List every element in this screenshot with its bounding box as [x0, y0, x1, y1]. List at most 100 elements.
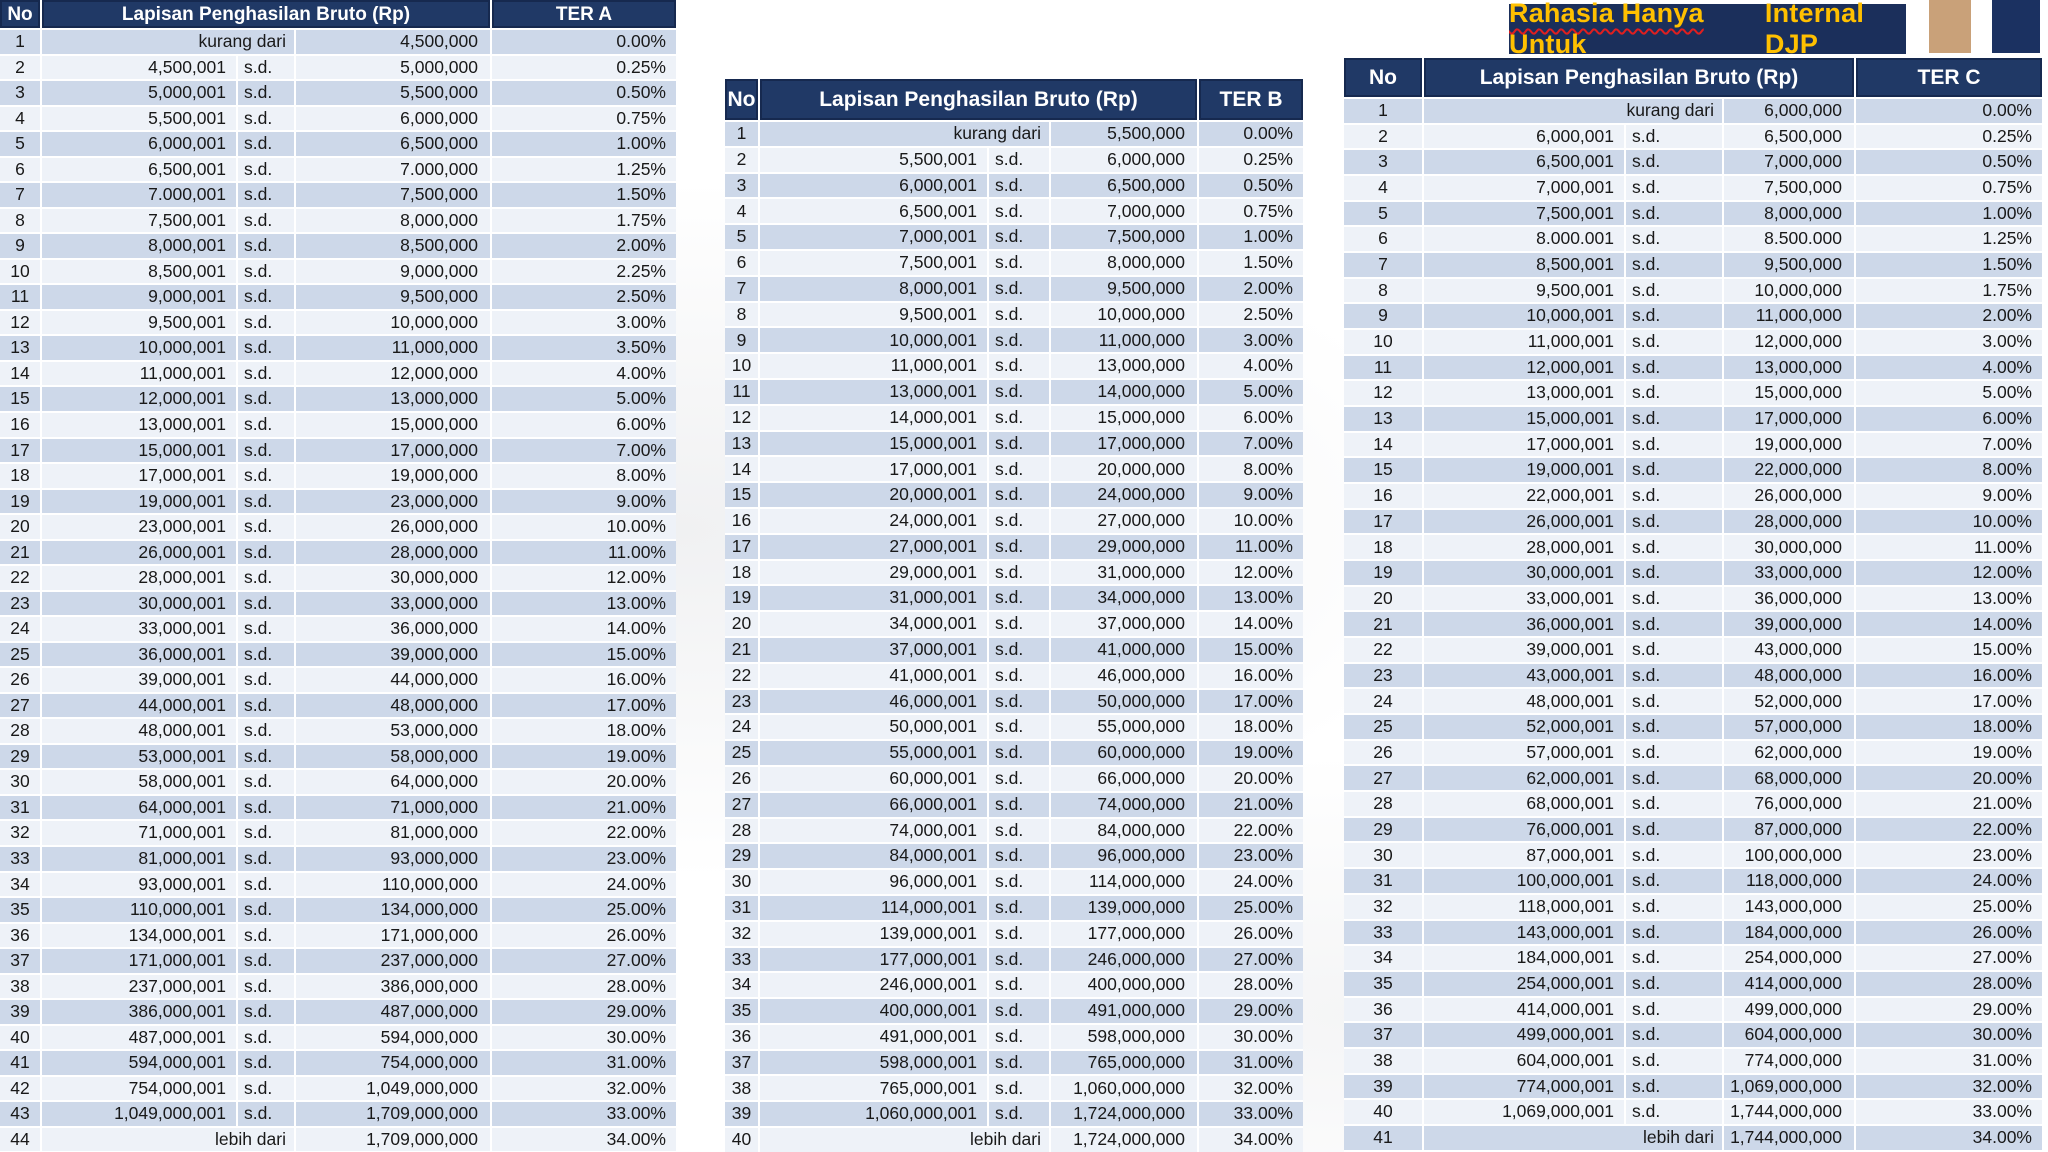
range-separator: s.d.: [989, 250, 1049, 275]
range-separator: s.d.: [989, 741, 1049, 765]
row-no: 26: [0, 668, 40, 692]
row-no: 13: [725, 431, 758, 456]
range-lower: 499,000,001: [1424, 1023, 1624, 1047]
rate-value: 28.00%: [1199, 973, 1303, 998]
range-separator: s.d.: [1626, 561, 1722, 585]
row-no: 34: [0, 872, 40, 897]
range-separator: s.d.: [238, 132, 294, 156]
range-lower: 7.000,001: [42, 183, 236, 207]
row-no: 31: [1344, 869, 1422, 893]
range-lower: 9,500,001: [1424, 278, 1624, 303]
row-no: 28: [0, 719, 40, 743]
range-lower: 17,000,001: [760, 457, 987, 482]
range-upper: 13,000,000: [1724, 355, 1854, 380]
rate-value: 0.00%: [492, 30, 676, 54]
row-no: 41: [0, 1051, 40, 1075]
range-upper: 39,000,000: [296, 642, 490, 667]
range-separator: s.d.: [989, 1024, 1049, 1049]
rate-value: 2.25%: [492, 259, 676, 284]
range-separator: s.d.: [1626, 689, 1722, 714]
range-separator: s.d.: [989, 586, 1049, 611]
range-separator: s.d.: [238, 208, 294, 233]
row-no: 39: [0, 1000, 40, 1024]
range-separator: s.d.: [238, 361, 294, 386]
range-upper: 81,000,000: [296, 821, 490, 845]
range-separator: s.d.: [989, 1050, 1049, 1075]
row-no: 36: [725, 1024, 758, 1049]
row-no: 23: [1344, 663, 1422, 688]
range-lower: 8,000,001: [42, 234, 236, 258]
range-lower: 58,000,001: [42, 770, 236, 794]
range-separator: s.d.: [238, 489, 294, 514]
range-lower: 48,000,001: [42, 719, 236, 743]
range-upper: 9,500,000: [296, 285, 490, 309]
range-upper: 33,000,000: [296, 591, 490, 616]
range-upper: 17,000,000: [1724, 407, 1854, 431]
row-no: 3: [1344, 150, 1422, 175]
range-separator: s.d.: [238, 336, 294, 360]
range-separator: s.d.: [238, 515, 294, 539]
range-lower: 19,000,001: [42, 489, 236, 514]
range-lower: 34,000,001: [760, 612, 987, 636]
range-upper: 9,500,000: [1724, 253, 1854, 277]
range-separator: s.d.: [1626, 817, 1722, 842]
range-upper: 118,000,000: [1724, 869, 1854, 893]
row-no: 23: [0, 591, 40, 616]
rate-value: 0.25%: [492, 55, 676, 80]
row-no: 36: [0, 923, 40, 948]
range-upper: 34,000,000: [1051, 586, 1197, 611]
range-upper: 93,000,000: [296, 847, 490, 871]
range-separator: s.d.: [238, 55, 294, 80]
row-no: 22: [1344, 638, 1422, 662]
range-separator: s.d.: [989, 276, 1049, 301]
rate-value: 0.50%: [492, 81, 676, 105]
row-no: 22: [725, 663, 758, 688]
row-no: 11: [0, 285, 40, 309]
rate-value: 21.00%: [492, 795, 676, 820]
range-lower: 50,000,001: [760, 715, 987, 740]
rate-value: 5.00%: [1856, 381, 2042, 406]
range-lower: 774,000,001: [1424, 1074, 1624, 1099]
range-lower: 5,500,001: [760, 147, 987, 172]
range-separator: s.d.: [989, 766, 1049, 791]
range-separator: s.d.: [238, 617, 294, 641]
range-lower: 604,000,001: [1424, 1048, 1624, 1073]
row-no: 10: [725, 354, 758, 378]
table-ter-a: No Lapisan Penghasilan Bruto (Rp) TER A …: [0, 0, 676, 1152]
range-separator: s.d.: [989, 225, 1049, 249]
range-lower: 118,000,001: [1424, 894, 1624, 919]
range-separator: s.d.: [1626, 586, 1722, 611]
range-separator: s.d.: [238, 540, 294, 565]
col-header-no: No: [0, 0, 40, 28]
rate-value: 6.00%: [1199, 405, 1303, 430]
row-no: 4: [0, 106, 40, 131]
range-lower: 8,500,001: [42, 259, 236, 284]
row-no: 16: [725, 508, 758, 533]
row-no: 19: [1344, 561, 1422, 585]
row-no: 35: [1344, 971, 1422, 996]
range-lower: 53,000,001: [42, 744, 236, 769]
row-no: 17: [1344, 509, 1422, 534]
rate-value: 20.00%: [1856, 766, 2042, 791]
rate-value: 25.00%: [1199, 895, 1303, 920]
rate-value: 4.00%: [492, 361, 676, 386]
row-no: 32: [725, 921, 758, 946]
range-upper: 10,000,000: [296, 310, 490, 335]
range-upper: 22,000,000: [1724, 458, 1854, 483]
range-lower: 7,500,001: [1424, 201, 1624, 226]
rate-value: 15.00%: [1856, 638, 2042, 662]
row-no: 7: [725, 276, 758, 301]
range-upper: 12,000,000: [1724, 330, 1854, 354]
range-lower: 4,500,001: [42, 55, 236, 80]
range-upper: 5,500,000: [1051, 122, 1197, 146]
row-no: 1: [725, 122, 758, 146]
row-no: 39: [1344, 1074, 1422, 1099]
range-qualifier: lebih dari: [42, 1127, 294, 1152]
range-lower: 11,000,001: [42, 361, 236, 386]
row-no: 11: [725, 379, 758, 404]
range-separator: s.d.: [238, 668, 294, 692]
range-lower: 12,000,001: [42, 387, 236, 411]
range-separator: s.d.: [1626, 1048, 1722, 1073]
range-upper: 4,500,000: [296, 30, 490, 54]
row-no: 13: [1344, 407, 1422, 431]
